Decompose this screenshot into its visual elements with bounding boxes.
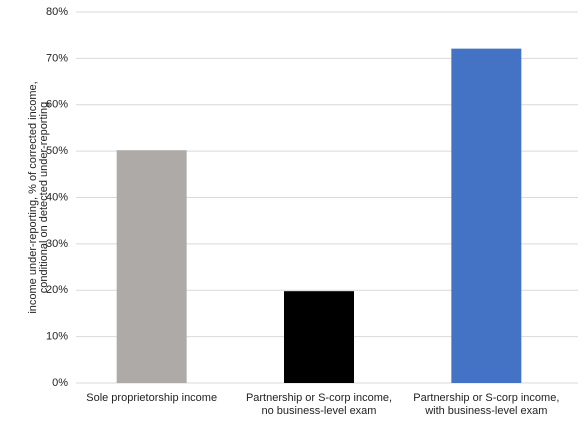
y-tick-label: 40% xyxy=(46,191,68,203)
y-tick-label: 70% xyxy=(46,52,68,64)
y-tick-label: 0% xyxy=(52,377,68,389)
x-tick-label: no business-level exam xyxy=(262,405,377,417)
y-tick-label: 20% xyxy=(46,284,68,296)
y-tick-label: 30% xyxy=(46,238,68,250)
y-axis-label: income under-reporting, % of corrected i… xyxy=(27,81,39,313)
x-tick-label: Partnership or S-corp income, xyxy=(413,392,559,404)
bar xyxy=(116,150,187,383)
bar xyxy=(451,48,522,383)
y-tick-label: 80% xyxy=(46,6,68,18)
x-tick-label: Partnership or S-corp income, xyxy=(246,392,392,404)
x-tick-label: with business-level exam xyxy=(424,405,547,417)
y-tick-label: 10% xyxy=(46,331,68,343)
y-tick-label: 50% xyxy=(46,145,68,157)
y-axis-label: conditional on detected under-reporting xyxy=(38,102,50,293)
bar xyxy=(284,291,354,383)
y-tick-label: 60% xyxy=(46,99,68,111)
x-tick-label: Sole proprietorship income xyxy=(86,392,217,404)
